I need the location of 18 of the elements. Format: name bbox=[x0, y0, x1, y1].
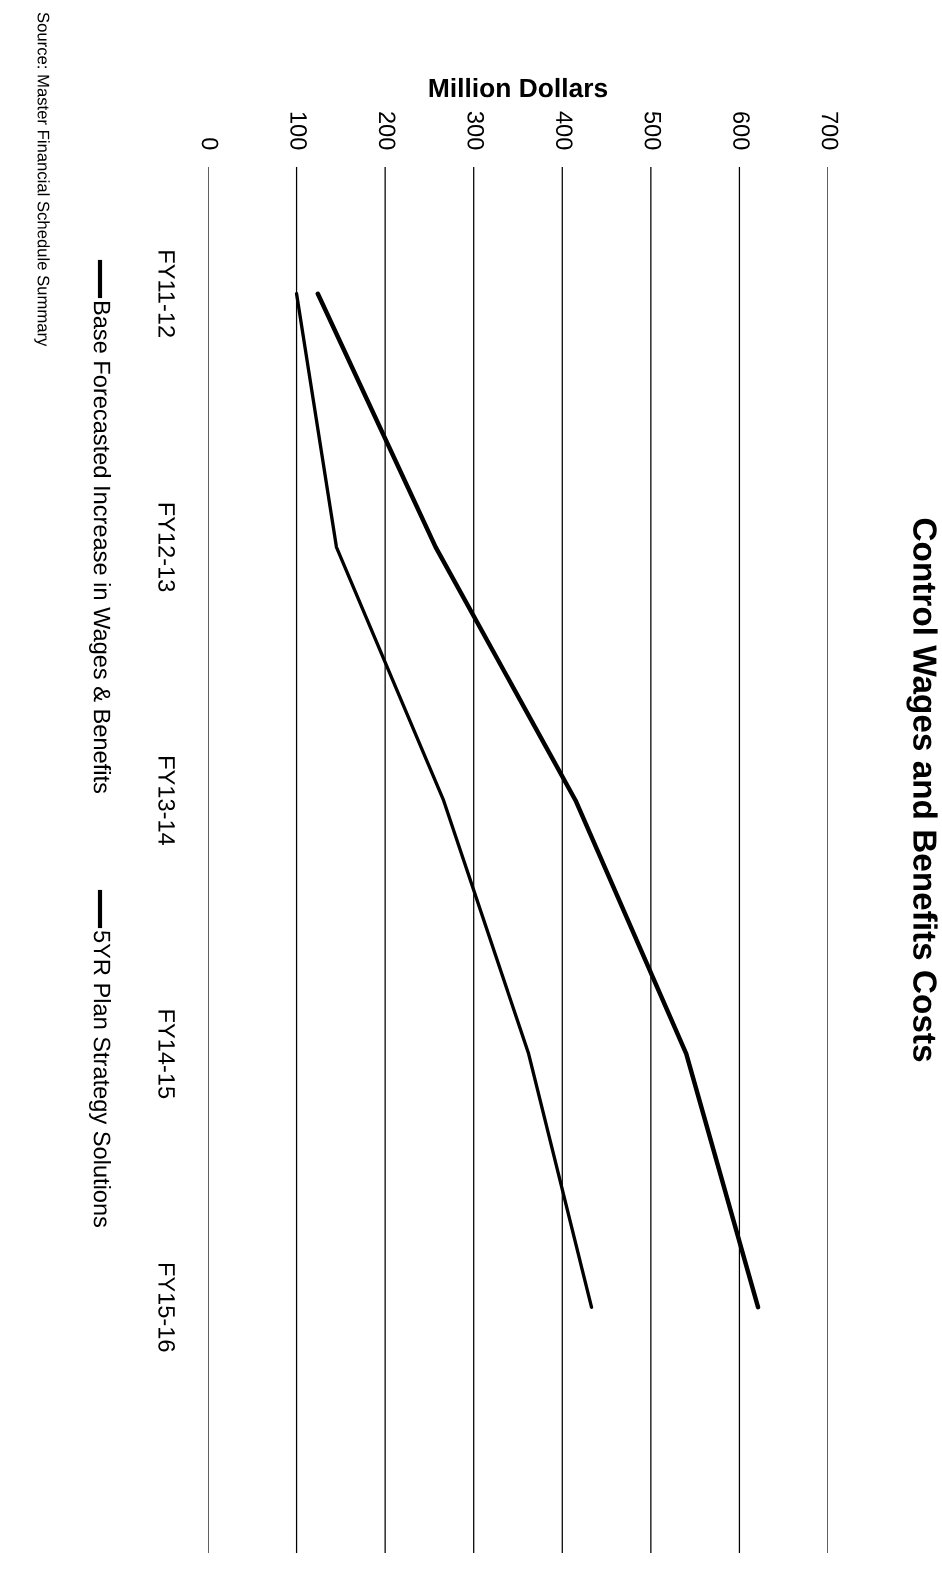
legend-label: Base Forecasted Increase in Wages & Benefits bbox=[89, 301, 112, 794]
legend-label: 5YR Plan Strategy Solutions bbox=[89, 930, 112, 1228]
y-tick-label: FY12-13 bbox=[158, 503, 175, 592]
x-tick-label: 0 bbox=[201, 138, 219, 150]
y-tick-label: FY11-12 bbox=[158, 251, 175, 337]
y-tick-label: FY13-14 bbox=[158, 757, 175, 846]
x-tick-label: 300 bbox=[467, 111, 485, 150]
x-axis-title: Million Dollars bbox=[429, 77, 608, 98]
x-tick-label: 100 bbox=[290, 112, 307, 150]
text: Control Wages and Benefits Costs bbox=[906, 518, 938, 1062]
y-tick-label: FY14-15 bbox=[158, 1010, 175, 1099]
source-note: Source: Master Financial Schedule Summary bbox=[34, 12, 50, 347]
x-tick-label: 500 bbox=[644, 111, 662, 150]
x-tick-label: 700 bbox=[821, 112, 839, 150]
x-tick-label: 600 bbox=[733, 112, 750, 150]
y-tick-label: FY15-16 bbox=[158, 1263, 175, 1352]
x-tick-label: 200 bbox=[378, 112, 396, 150]
x-tick-label: 400 bbox=[555, 111, 573, 150]
